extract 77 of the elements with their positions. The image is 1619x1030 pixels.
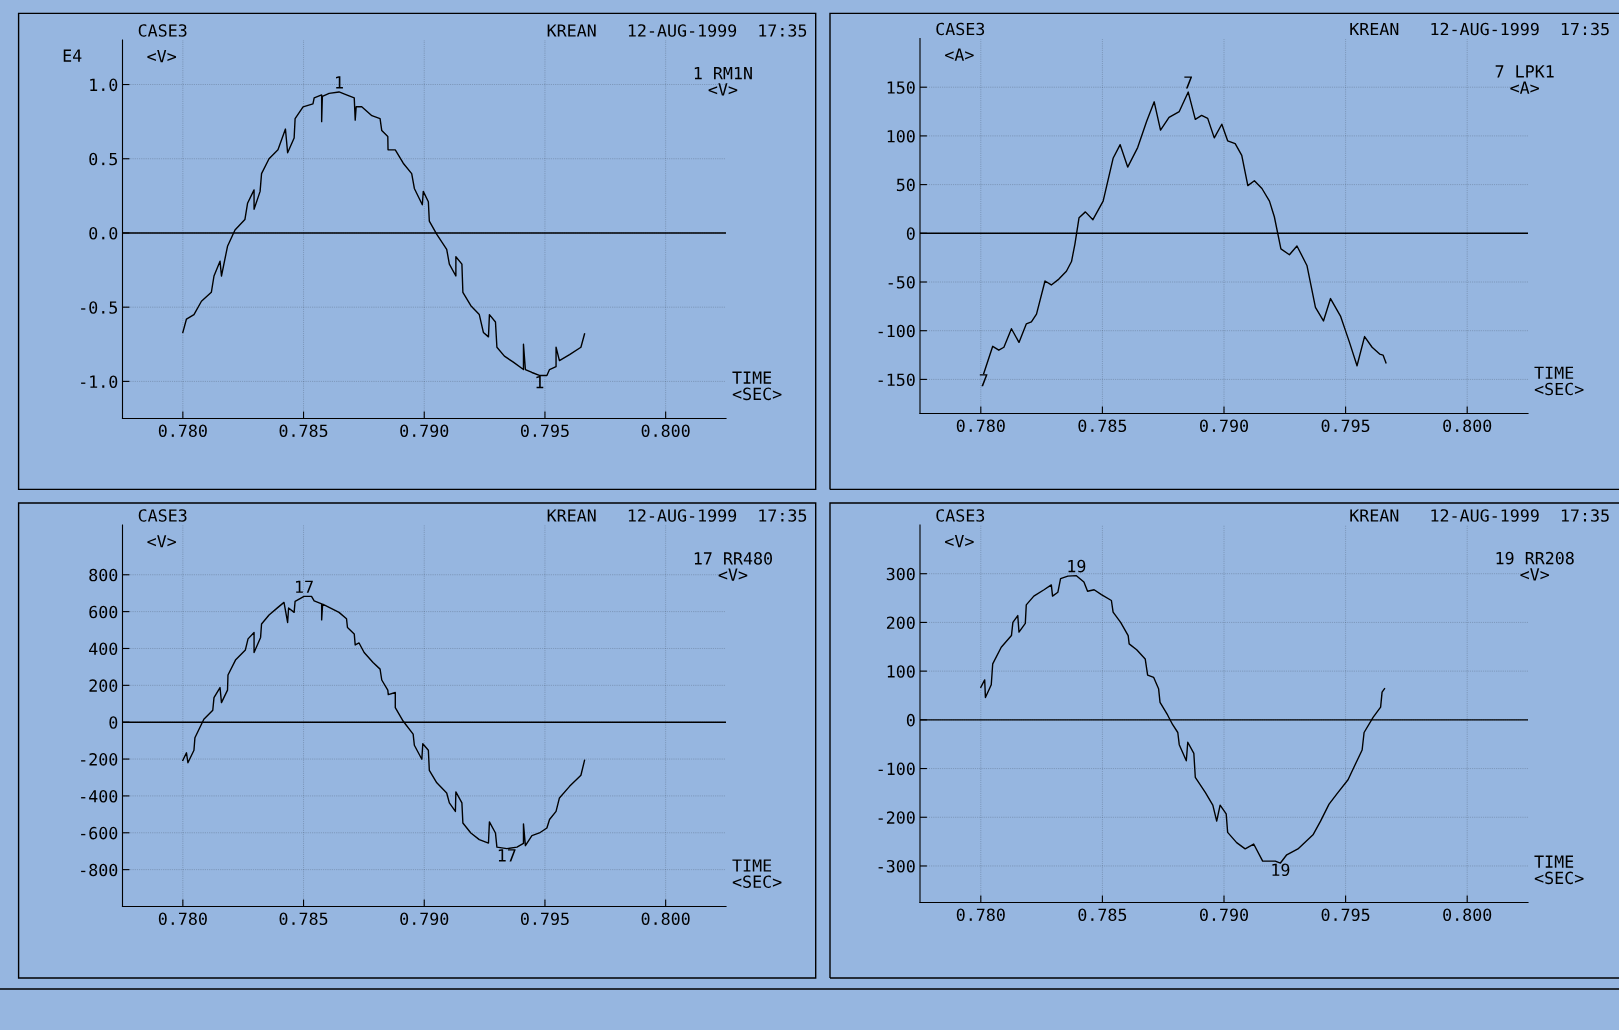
y-tick-label: -150 (878, 373, 915, 387)
chart-subtitle: KREAN 12-AUG-1999 17:35 (547, 24, 807, 37)
y-axis-title: <A> (945, 48, 974, 61)
y-tick-label: 200 (89, 679, 118, 692)
x-axis-title: TIME <SEC> (1534, 855, 1584, 885)
x-axis-title: TIME <SEC> (1534, 366, 1584, 396)
y-tick-label: -400 (81, 789, 118, 803)
x-tick-label: 0.785 (1078, 908, 1127, 922)
y-tick-label: -300 (878, 859, 915, 873)
y-tick-label: 150 (887, 81, 915, 94)
chart-title: CASE3 (936, 22, 985, 36)
y-tick-label: 100 (887, 129, 915, 143)
x-tick-label: 0.790 (400, 912, 449, 926)
x-axis-title: TIME <SEC> (732, 859, 782, 889)
x-tick-label: 0.795 (520, 912, 569, 926)
x-tick-label: 0.795 (1321, 419, 1370, 433)
chart-title: CASE3 (138, 24, 187, 37)
x-tick-label: 0.790 (1200, 908, 1249, 922)
y-tick-label: 400 (89, 642, 118, 656)
y-tick-label: 600 (89, 605, 118, 619)
chart-subtitle: KREAN 12-AUG-1999 17:35 (547, 509, 807, 522)
y-tick-label: -1.0 (81, 375, 118, 389)
y-tick-label: 0 (906, 227, 915, 240)
y-axis-title: <V> (147, 50, 177, 63)
y-tick-label: -100 (878, 324, 915, 338)
x-tick-label: 0.780 (158, 424, 207, 438)
y-tick-label: 0 (109, 716, 118, 729)
x-tick-label: 0.790 (400, 424, 449, 438)
x-tick-label: 0.795 (520, 424, 569, 438)
text: 19 RR208 <V> (1496, 551, 1574, 581)
text: 1 RM1N <V> (694, 67, 752, 96)
x-tick-label: 0.800 (1443, 419, 1492, 433)
y-tick-label: 0.0 (89, 226, 118, 240)
annotation: 7 (979, 374, 988, 387)
y-tick-label: 200 (886, 616, 915, 630)
y-tick-label: 1.0 (90, 78, 118, 92)
x-axis-title: TIME <SEC> (732, 371, 782, 401)
chart-subtitle: KREAN 12-AUG-1999 17:35 (1350, 509, 1609, 522)
annotation: 1 (536, 376, 544, 389)
y-tick-label: 100 (887, 665, 915, 678)
y-tick-label: -100 (878, 762, 915, 776)
y-axis-title: <V> (945, 535, 974, 548)
x-tick-label: 0.790 (1200, 419, 1249, 433)
x-tick-label: 0.780 (158, 912, 207, 926)
y-tick-label: 800 (89, 568, 118, 582)
annotation: 19 (1068, 559, 1086, 573)
x-tick-label: 0.780 (956, 908, 1005, 922)
annotation: 17 (498, 849, 516, 862)
y-tick-label: -800 (81, 863, 118, 877)
annotation: 17 (296, 580, 313, 593)
y-tick-label: -50 (888, 276, 915, 289)
x-tick-label: 0.785 (1078, 419, 1127, 433)
x-tick-label: 0.785 (279, 912, 328, 926)
y-tick-label: 0 (906, 713, 915, 727)
text: 17 RR480 <V> (694, 552, 772, 581)
chart-title: CASE3 (138, 509, 187, 522)
annotation: 7 (1184, 76, 1193, 89)
y-tick-label: -600 (81, 826, 118, 840)
y-axis-title: <V> (147, 535, 177, 548)
chart-subtitle: KREAN 12-AUG-1999 17:35 (1350, 22, 1609, 36)
x-tick-label: 0.800 (641, 424, 690, 438)
chart-title: CASE3 (936, 509, 985, 522)
text: E4 (63, 49, 82, 62)
x-tick-label: 0.780 (956, 419, 1005, 433)
x-tick-label: 0.785 (279, 424, 328, 438)
y-tick-label: -200 (81, 753, 118, 766)
x-tick-label: 0.800 (641, 912, 690, 926)
x-tick-label: 0.800 (1443, 908, 1492, 922)
text: 7 LPK1 <A> (1495, 65, 1554, 94)
annotation: 1 (336, 76, 343, 89)
y-tick-label: -200 (878, 811, 915, 824)
x-tick-label: 0.795 (1321, 908, 1370, 922)
y-tick-label: 0.5 (89, 152, 117, 166)
y-tick-label: -0.5 (81, 301, 117, 314)
annotation: 19 (1272, 863, 1290, 877)
y-tick-label: 300 (886, 567, 915, 581)
y-tick-label: 50 (896, 178, 915, 192)
